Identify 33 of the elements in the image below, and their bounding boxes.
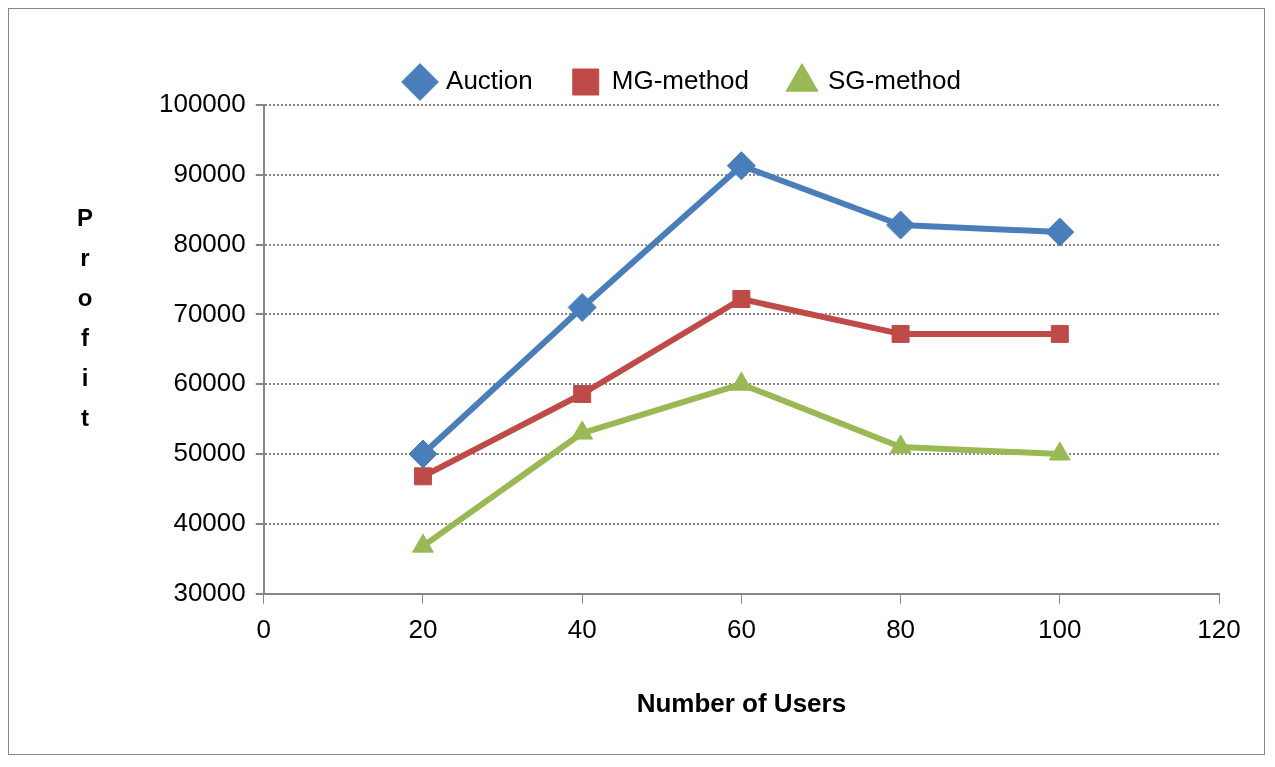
point [1048,441,1071,461]
point [573,384,592,403]
x-tick-label: 20 [408,614,438,645]
y-tick-label: 70000 [173,297,246,328]
point [886,210,916,240]
x-tick-label: 60 [726,614,756,645]
point [889,434,912,454]
point [567,292,597,322]
point [1045,217,1075,247]
point [732,290,751,309]
point [1050,324,1069,343]
point [730,371,753,391]
legend-label: Auction [446,65,533,96]
y-tick-label: 100000 [158,88,246,119]
x-tick-label: 100 [1038,614,1082,645]
x-tick-label: 120 [1197,614,1241,645]
x-tick-label: 80 [886,614,916,645]
y-tick-label: 50000 [173,437,246,468]
y-tick-label: 90000 [173,157,246,188]
point [412,533,434,553]
point [571,420,594,440]
y-tick-label: 40000 [173,506,246,537]
y-tick-label: 30000 [173,576,246,607]
x-tick-label: 0 [256,614,271,645]
point [726,151,756,181]
point [891,324,910,343]
y-axis-title: Profit [76,203,94,431]
legend-label: MG-method [611,65,750,96]
x-tick-label: 40 [567,614,597,645]
x-axis-title: Number of Users [636,687,847,718]
y-tick-label: 60000 [173,367,246,398]
legend-label: SG-method [828,65,961,96]
y-tick-label: 80000 [173,227,246,258]
